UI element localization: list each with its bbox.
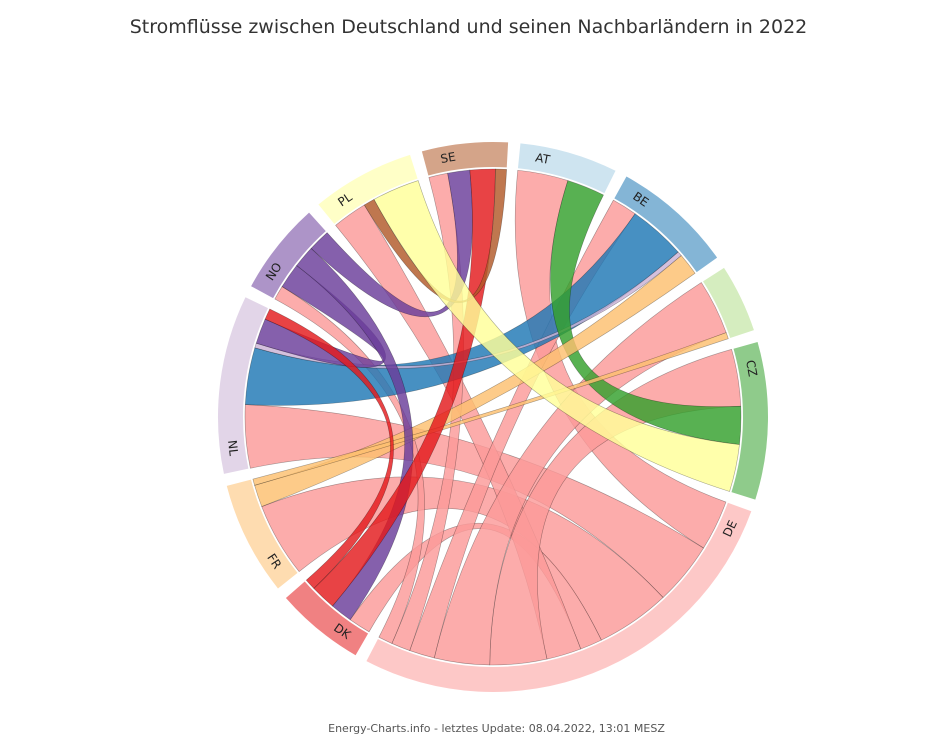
arc-no <box>251 212 326 299</box>
arc-dk <box>285 581 369 656</box>
chord-ribbon-se-pl <box>363 168 507 304</box>
arc-group <box>217 142 768 693</box>
chord-ribbon-de-be <box>409 199 636 659</box>
arc-label-de: DE <box>720 518 740 539</box>
chord-ribbon-fr-ch <box>252 332 729 486</box>
chord-ribbon-pl-cz <box>373 180 740 492</box>
arc-at <box>517 143 616 194</box>
arc-label-cz: CZ <box>743 359 760 378</box>
arc-de <box>366 502 752 693</box>
arc-ch <box>703 267 754 339</box>
chord-ribbon-no-dk <box>296 247 414 621</box>
arc-be <box>614 176 718 273</box>
footer-credit: Energy-Charts.info - letztes Update: 08.… <box>328 722 665 735</box>
chord-ribbon-de-no <box>274 286 425 644</box>
chord-ribbon-dk-nl <box>264 308 394 589</box>
arc-pl <box>318 154 418 224</box>
chord-ribbon-de-ch <box>433 282 727 666</box>
arc-se <box>421 142 509 176</box>
arc-label-nl: NL <box>225 439 241 457</box>
ribbon-group <box>244 168 742 666</box>
arc-cz <box>731 341 768 500</box>
chord-ribbon-no-se <box>310 169 473 318</box>
arc-label-se: SE <box>439 150 456 166</box>
arc-label-at: AT <box>534 150 552 167</box>
chord-ribbon-de-se <box>391 172 464 651</box>
arc-fr <box>226 479 298 589</box>
chord-ribbon-dk-se <box>313 168 496 607</box>
chord-ribbon-de-cz <box>489 348 742 666</box>
chart-title: Stromflüsse zwischen Deutschland und sei… <box>129 16 808 38</box>
arc-nl <box>217 297 268 474</box>
